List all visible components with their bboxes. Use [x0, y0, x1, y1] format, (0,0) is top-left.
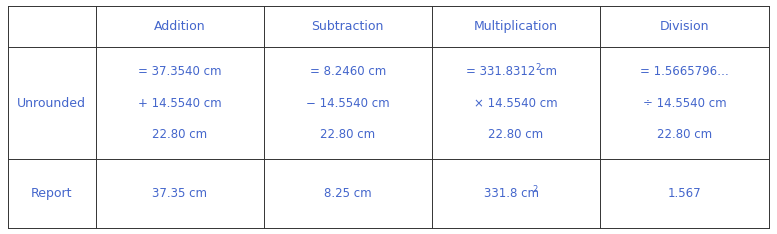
Text: Multiplication: Multiplication — [474, 20, 558, 33]
Text: = 8.2460 cm: = 8.2460 cm — [310, 65, 386, 78]
Text: = 331.8312 cm: = 331.8312 cm — [466, 65, 557, 78]
Text: 8.25 cm: 8.25 cm — [324, 187, 371, 200]
Text: = 1.5665796…: = 1.5665796… — [640, 65, 729, 78]
Text: 1.567: 1.567 — [667, 187, 702, 200]
Text: Report: Report — [31, 187, 72, 200]
Text: 2: 2 — [535, 63, 541, 72]
Text: Subtraction: Subtraction — [312, 20, 384, 33]
Text: 2: 2 — [532, 185, 538, 194]
Text: = 37.3540 cm: = 37.3540 cm — [138, 65, 221, 78]
Text: 37.35 cm: 37.35 cm — [152, 187, 207, 200]
Text: Unrounded: Unrounded — [17, 97, 86, 110]
Text: 22.80 cm: 22.80 cm — [320, 128, 375, 141]
Text: 22.80 cm: 22.80 cm — [657, 128, 712, 141]
Text: + 14.5540 cm: + 14.5540 cm — [138, 97, 221, 110]
Text: 331.8 cm: 331.8 cm — [485, 187, 539, 200]
Text: − 14.5540 cm: − 14.5540 cm — [306, 97, 389, 110]
Text: 22.80 cm: 22.80 cm — [152, 128, 207, 141]
Text: × 14.5540 cm: × 14.5540 cm — [474, 97, 558, 110]
Text: Addition: Addition — [154, 20, 205, 33]
Text: 22.80 cm: 22.80 cm — [489, 128, 544, 141]
Text: ÷ 14.5540 cm: ÷ 14.5540 cm — [643, 97, 726, 110]
Text: Division: Division — [660, 20, 709, 33]
